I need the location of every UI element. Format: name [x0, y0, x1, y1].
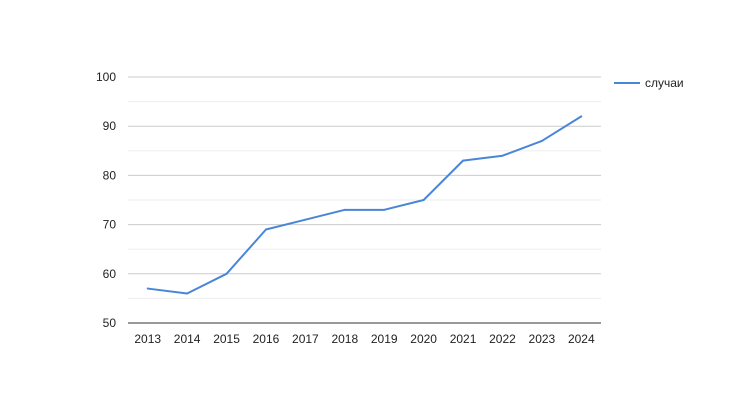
- y-tick-label: 60: [103, 267, 117, 281]
- x-tick-label: 2018: [331, 332, 358, 346]
- data-point: [501, 154, 504, 157]
- data-point: [540, 139, 543, 142]
- series-line-cases: [147, 115, 582, 295]
- data-point: [304, 218, 307, 221]
- data-point: [462, 159, 465, 162]
- x-tick-label: 2021: [450, 332, 477, 346]
- y-tick-label: 100: [96, 70, 116, 84]
- x-tick-label: 2014: [174, 332, 201, 346]
- x-tick-label: 2019: [371, 332, 398, 346]
- x-tick-label: 2020: [410, 332, 437, 346]
- y-tick-label: 90: [103, 119, 117, 133]
- data-point: [225, 272, 228, 275]
- data-point: [186, 292, 189, 295]
- x-tick-label: 2015: [213, 332, 240, 346]
- legend-label-cases: случаи: [645, 76, 684, 90]
- series-layer: [146, 115, 583, 295]
- y-tick-label: 70: [103, 218, 117, 232]
- data-point: [343, 208, 346, 211]
- data-point: [422, 199, 425, 201]
- y-tick-label: 50: [103, 316, 117, 330]
- legend: случаи: [614, 76, 684, 90]
- x-tick-label: 2017: [292, 332, 319, 346]
- x-tick-label: 2024: [568, 332, 595, 346]
- y-axis-ticks: 50 60 70 80 90 100: [96, 70, 116, 330]
- grid: [128, 76, 601, 324]
- x-axis-ticks: 2013 2014 2015 2016 2017 2018 2019 2020 2021 2022…: [134, 332, 595, 346]
- x-tick-label: 2016: [253, 332, 280, 346]
- data-point: [383, 208, 386, 211]
- x-tick-label: 2023: [529, 332, 556, 346]
- y-tick-label: 80: [103, 168, 117, 182]
- data-point: [580, 115, 583, 118]
- data-point: [146, 287, 149, 290]
- data-point: [264, 228, 267, 231]
- x-tick-label: 2013: [134, 332, 161, 346]
- x-tick-label: 2022: [489, 332, 516, 346]
